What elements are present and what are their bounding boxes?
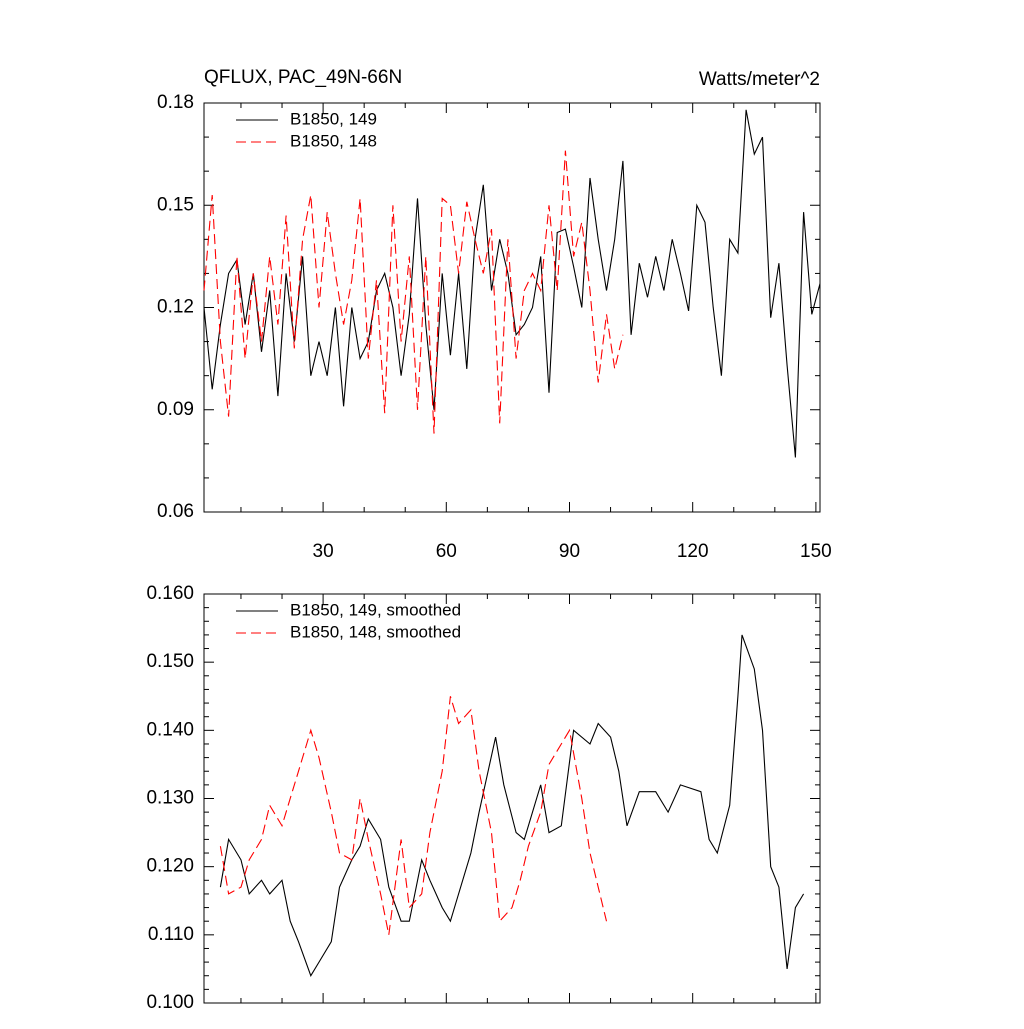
y-tick-label: 0.140: [146, 719, 194, 740]
series-line: [203, 109, 821, 458]
y-tick-label: 0.06: [157, 501, 194, 522]
y-tick-label: 0.12: [157, 297, 194, 318]
x-tick-label: 120: [677, 541, 709, 562]
y-tick-label: 0.150: [146, 651, 194, 672]
legend-label: B1850, 149, smoothed: [290, 600, 461, 619]
plot-frame: [203, 593, 821, 1004]
units-label: Watts/meter^2: [699, 69, 820, 90]
y-tick-label: 0.15: [157, 194, 194, 215]
series-line: [203, 150, 624, 434]
legend-label: B1850, 149: [290, 109, 377, 128]
legend-label: B1850, 148: [290, 131, 377, 150]
series-line: [219, 634, 805, 977]
series-line: [219, 696, 608, 935]
x-tick-label: 150: [800, 541, 832, 562]
x-tick-label: 90: [559, 541, 580, 562]
y-tick-label: 0.120: [146, 856, 194, 877]
y-tick-label: 0.160: [146, 583, 194, 604]
chart-title: QFLUX, PAC_49N-66N: [204, 67, 402, 88]
y-tick-label: 0.100: [146, 992, 194, 1013]
y-tick-label: 0.18: [157, 92, 194, 113]
y-tick-label: 0.09: [157, 399, 194, 420]
y-tick-label: 0.130: [146, 788, 194, 809]
x-tick-label: 30: [313, 541, 334, 562]
x-tick-label: 60: [436, 541, 457, 562]
y-tick-label: 0.110: [148, 924, 194, 945]
legend-label: B1850, 148, smoothed: [290, 622, 461, 641]
